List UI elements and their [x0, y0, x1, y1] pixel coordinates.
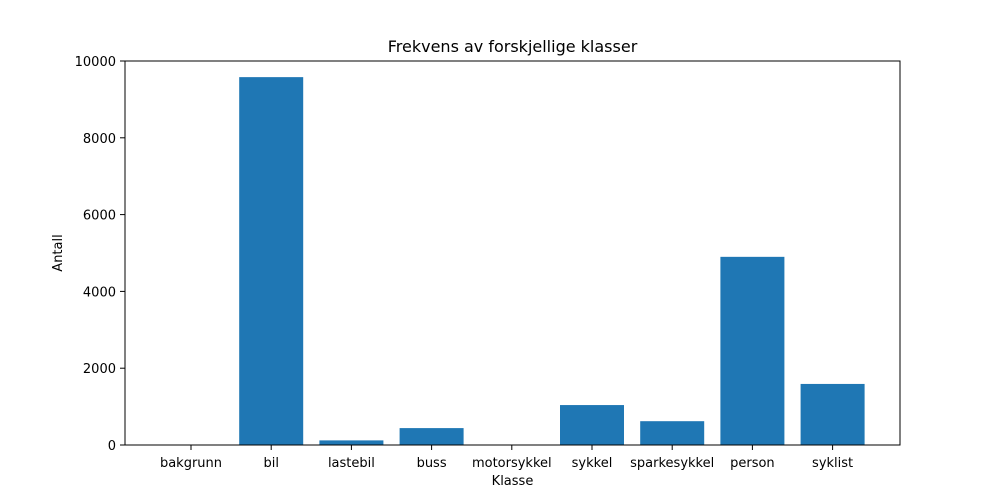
x-tick-label: buss — [417, 456, 447, 471]
x-tick-label: motorsykkel — [472, 456, 552, 471]
x-tick-label: sparkesykkel — [630, 456, 714, 471]
x-tick-label: sykkel — [572, 456, 613, 471]
y-ticks: 0 2000 4000 6000 8000 10000 — [75, 55, 125, 454]
x-tick-label: bil — [263, 456, 278, 471]
x-tick-label: bakgrunn — [160, 456, 222, 471]
x-tick-label: syklist — [812, 456, 853, 471]
bar-syklist — [800, 383, 865, 445]
chart-title: Frekvens av forskjellige klasser — [388, 37, 638, 56]
y-tick-label: 2000 — [83, 362, 116, 377]
plot-frame — [124, 60, 901, 446]
bar-buss — [399, 428, 464, 445]
bar-sparkesykkel — [640, 421, 705, 445]
y-tick-label: 8000 — [83, 132, 116, 147]
bar-bil — [239, 77, 304, 445]
y-tick-label: 10000 — [75, 55, 116, 70]
x-axis-label: Klasse — [492, 474, 534, 489]
y-tick-label: 6000 — [83, 209, 116, 224]
y-tick-label: 0 — [108, 439, 116, 454]
y-tick-label: 4000 — [83, 285, 116, 300]
x-ticks: bakgrunn bil lastebil buss motorsykkel sykkel… — [160, 445, 853, 471]
bar-sykkel — [560, 405, 624, 445]
y-axis-label: Antall — [51, 234, 66, 271]
bar-lastebil — [319, 440, 384, 445]
x-tick-label: person — [730, 456, 775, 471]
x-tick-label: lastebil — [328, 456, 375, 471]
bars-layer — [239, 77, 865, 445]
bar-person — [720, 256, 785, 445]
axes-layer — [124, 60, 901, 446]
